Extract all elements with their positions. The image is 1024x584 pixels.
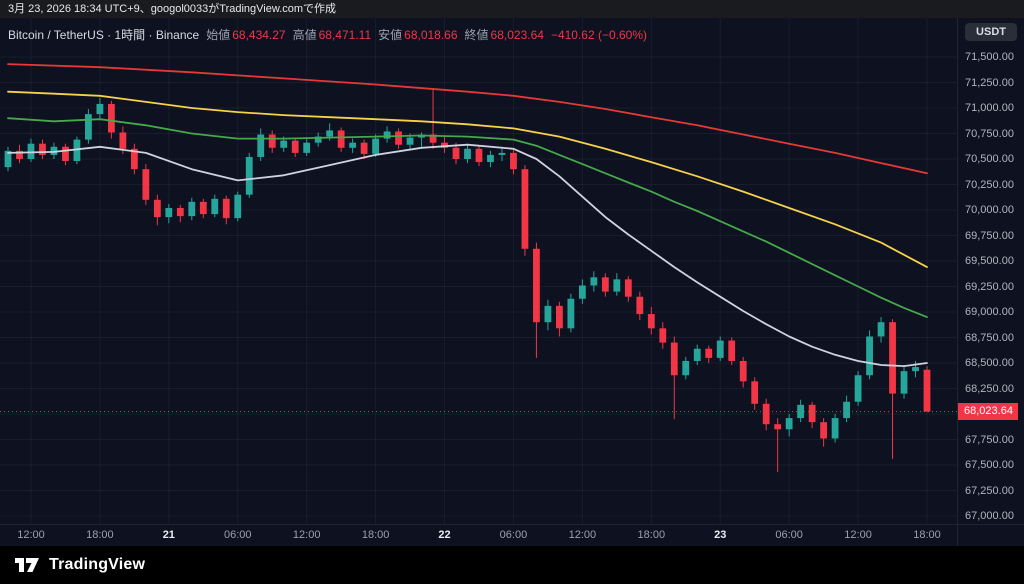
time-tick-label: 12:00 bbox=[568, 529, 597, 541]
footer-bar: TradingView bbox=[0, 546, 1024, 584]
price-change: −410.62 (−0.60%) bbox=[550, 27, 648, 42]
os-bar: 3月 23, 2026 18:34 UTC+9、googol0033がTradi… bbox=[0, 0, 1024, 18]
price-axis[interactable]: 71,500.00 71,250.00 71,000.00 70,750.00 70,5… bbox=[958, 18, 1024, 546]
price-tick-label: 71,250.00 bbox=[965, 76, 1014, 89]
ma-white bbox=[7, 143, 928, 367]
chart-region: Bitcoin / TetherUS · 1時間 · Binance 始値 68,… bbox=[0, 18, 1024, 546]
time-tick-label: 12:00 bbox=[844, 529, 872, 541]
ohlc-close: 終値 68,023.64 bbox=[464, 28, 544, 42]
price-tick-label: 68,500.00 bbox=[965, 357, 1014, 369]
price-tick-label: 67,750.00 bbox=[965, 433, 1014, 446]
ma-yellow bbox=[7, 90, 928, 268]
time-tick-label: 18:00 bbox=[913, 529, 941, 541]
price-tick-label: 71,000.00 bbox=[965, 102, 1014, 114]
last-price-badge: 68,023.64 bbox=[958, 403, 1018, 421]
time-tick-label: 18:00 bbox=[86, 529, 114, 541]
candlestick-chart[interactable] bbox=[0, 18, 1024, 546]
symbol-title[interactable]: Bitcoin / TetherUS · 1時間 · Binance bbox=[8, 28, 200, 42]
time-tick-label: 18:00 bbox=[361, 529, 390, 541]
price-tick-label: 69,750.00 bbox=[965, 229, 1014, 242]
ohlc-open: 始値 68,434.27 bbox=[206, 28, 286, 42]
time-tick-label: 22 bbox=[438, 529, 451, 541]
time-tick-label: 12:00 bbox=[292, 529, 321, 541]
price-tick-label: 68,250.00 bbox=[965, 382, 1014, 395]
price-tick-label: 69,250.00 bbox=[965, 280, 1014, 293]
price-tick-label: 70,500.00 bbox=[965, 153, 1014, 165]
tradingview-logo-icon[interactable] bbox=[14, 556, 40, 574]
currency-toggle-button[interactable]: USDT bbox=[965, 23, 1017, 41]
price-tick-label: 70,750.00 bbox=[965, 127, 1014, 140]
price-tick-label: 67,250.00 bbox=[965, 484, 1014, 497]
capture-caption: 3月 23, 2026 18:34 UTC+9、googol0033がTradi… bbox=[8, 3, 337, 15]
time-tick-label: 23 bbox=[714, 529, 727, 541]
ohlc-low: 安値 68,018.66 bbox=[378, 28, 458, 42]
price-tick-label: 71,500.00 bbox=[965, 51, 1014, 63]
ma-green bbox=[7, 117, 928, 318]
price-tick-label: 70,000.00 bbox=[965, 204, 1014, 216]
price-tick-label: 70,250.00 bbox=[965, 178, 1014, 191]
time-tick-label: 06:00 bbox=[499, 529, 528, 541]
ma-red bbox=[7, 63, 928, 175]
time-tick-label: 18:00 bbox=[637, 529, 666, 541]
time-tick-label: 12:00 bbox=[17, 529, 45, 541]
price-tick-label: 67,000.00 bbox=[965, 510, 1014, 522]
tradingview-logo-text[interactable]: TradingView bbox=[49, 556, 146, 573]
price-tick-label: 69,500.00 bbox=[965, 255, 1014, 267]
price-tick-label: 68,750.00 bbox=[965, 331, 1014, 344]
ohlc-high: 高値 68,471.11 bbox=[292, 28, 372, 42]
symbol-info-bar: Bitcoin / TetherUS · 1時間 · Binance 始値 68,… bbox=[8, 26, 647, 43]
time-tick-label: 21 bbox=[162, 529, 175, 541]
time-tick-label: 06:00 bbox=[223, 529, 252, 541]
time-tick-label: 06:00 bbox=[775, 529, 803, 541]
time-axis[interactable]: 12:00 18:00 21 06:00 12:00 18:00 22 06:00 12:00 1… bbox=[0, 524, 957, 546]
price-tick-label: 69,000.00 bbox=[965, 306, 1014, 318]
price-tick-label: 67,500.00 bbox=[965, 459, 1014, 471]
